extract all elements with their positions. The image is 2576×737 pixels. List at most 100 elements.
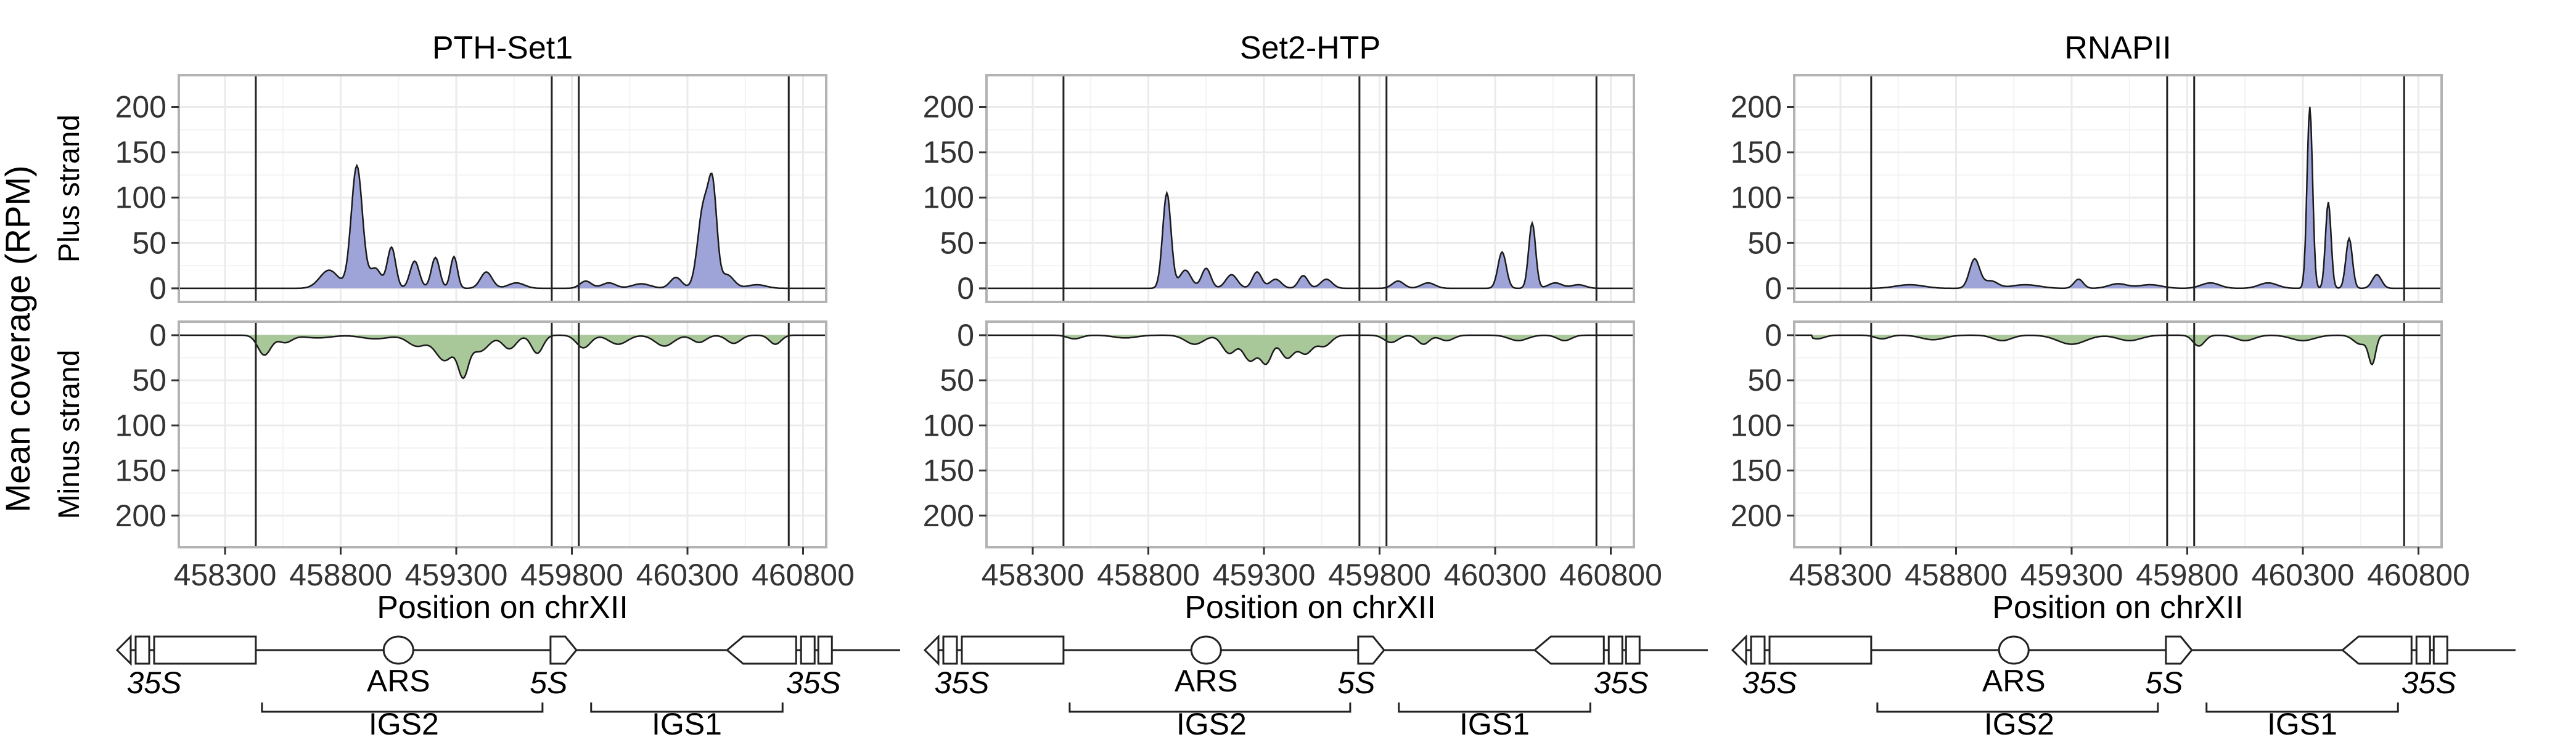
y-tick-label: 100 bbox=[923, 408, 974, 442]
minus-strand-panel: 0 50 100 150 200 bbox=[923, 318, 1635, 548]
ars-element bbox=[1998, 635, 2030, 665]
x-tick-label: 460800 bbox=[2367, 558, 2470, 592]
panel-background bbox=[987, 75, 1634, 302]
y-tick-label: 0 bbox=[1765, 318, 1782, 352]
rdna-35s-block bbox=[817, 635, 833, 665]
minus-coverage-area bbox=[1794, 335, 2442, 365]
y-tick-label: 50 bbox=[940, 226, 974, 260]
y-tick-label: 50 bbox=[132, 226, 166, 260]
x-tick-label: 460300 bbox=[1444, 558, 1547, 592]
y-tick-label: 200 bbox=[115, 499, 166, 533]
plus-coverage-line bbox=[987, 190, 1634, 290]
facets-group: PTH-Set1 0 50 100 150 200 Plus strand 0 50 100 150… bbox=[53, 30, 2470, 625]
label-igs2: IGS2 bbox=[1176, 707, 1247, 737]
ars-element bbox=[1190, 635, 1222, 665]
y-tick-label: 0 bbox=[149, 318, 166, 352]
y-tick-label: 200 bbox=[1731, 499, 1782, 533]
igs1-bracket bbox=[590, 702, 784, 713]
label-igs1: IGS1 bbox=[2267, 707, 2337, 737]
panel-background bbox=[1794, 75, 2442, 302]
facet-title: Set2-HTP bbox=[1240, 30, 1380, 66]
y-tick-label: 0 bbox=[957, 318, 974, 352]
minus-coverage-line bbox=[987, 334, 1634, 365]
x-tick-label: 460300 bbox=[636, 558, 739, 592]
label-5s: 5S bbox=[530, 666, 567, 700]
y-tick-label: 200 bbox=[1731, 90, 1782, 124]
y-tick-label: 50 bbox=[1747, 226, 1782, 260]
rdna-5s-gene bbox=[2165, 635, 2193, 665]
rdna-35s-arrow-right bbox=[1533, 635, 1605, 665]
rdna-35s-block bbox=[1625, 635, 1641, 665]
plus-strand-panel: 0 50 100 150 200 Plus strand bbox=[53, 74, 827, 306]
rdna-35s-block bbox=[800, 635, 816, 665]
rdna-5s-gene bbox=[1357, 635, 1385, 665]
plus-strand-panel: 0 50 100 150 200 bbox=[923, 74, 1635, 306]
panel-border bbox=[985, 320, 1635, 548]
label-35s-left: 35S bbox=[127, 666, 182, 700]
label-35s-left: 35S bbox=[935, 666, 990, 700]
label-igs1: IGS1 bbox=[652, 707, 722, 737]
y-tick-label: 150 bbox=[923, 135, 974, 169]
plus-coverage-line bbox=[1794, 107, 2442, 290]
label-35s-right: 35S bbox=[1594, 666, 1649, 700]
y-tick-label: 150 bbox=[1731, 454, 1782, 488]
label-ars: ARS bbox=[1175, 664, 1238, 698]
label-ars: ARS bbox=[1982, 664, 2046, 698]
igs1-bracket bbox=[1398, 702, 1591, 713]
igs2-bracket bbox=[1069, 702, 1352, 713]
y-tick-label: 150 bbox=[1731, 135, 1782, 169]
panel-border bbox=[1793, 320, 2443, 548]
x-tick-label: 460300 bbox=[2252, 558, 2355, 592]
x-tick-label: 458300 bbox=[1789, 558, 1892, 592]
y-tick-label: 100 bbox=[1731, 181, 1782, 215]
x-tick-label: 459300 bbox=[405, 558, 508, 592]
y-tick-label: 100 bbox=[115, 408, 166, 442]
y-tick-label: 100 bbox=[115, 181, 166, 215]
panel-background bbox=[987, 322, 1634, 547]
panel-background bbox=[179, 322, 826, 547]
ars-element bbox=[382, 635, 414, 665]
plus-coverage-line bbox=[179, 163, 826, 290]
x-tick-label: 459300 bbox=[2020, 558, 2123, 592]
rdna-35s-block bbox=[153, 635, 257, 665]
x-tick-label: 458800 bbox=[289, 558, 392, 592]
y-tick-label: 200 bbox=[923, 90, 974, 124]
rdna-35s-block bbox=[942, 635, 958, 665]
panel-border bbox=[178, 74, 827, 303]
y-tick-label: 100 bbox=[1731, 408, 1782, 442]
x-axis-title: Position on chrXII bbox=[377, 590, 628, 625]
panel-border bbox=[985, 74, 1635, 303]
x-tick-label: 459800 bbox=[1328, 558, 1431, 592]
gene-map-2: 35S ARS 5S 35S IGS2 IGS1 bbox=[1731, 634, 2516, 737]
panel-background bbox=[1794, 322, 2442, 547]
plus-coverage-area bbox=[1794, 107, 2442, 288]
x-tick-label: 459800 bbox=[2136, 558, 2239, 592]
x-tick-label: 460800 bbox=[1559, 558, 1662, 592]
y-axis-title: Mean coverage (RPM) bbox=[0, 165, 37, 512]
rdna-35s-arrow-right bbox=[2340, 635, 2413, 665]
y-tick-label: 200 bbox=[923, 499, 974, 533]
label-ars: ARS bbox=[367, 664, 430, 698]
y-tick-label: 50 bbox=[132, 363, 166, 397]
rdna-35s-arrow-left bbox=[115, 634, 132, 666]
label-igs1: IGS1 bbox=[1459, 707, 1530, 737]
igs2-bracket bbox=[1876, 702, 2159, 713]
minus-coverage-area bbox=[987, 335, 1634, 365]
rdna-35s-block bbox=[1607, 635, 1623, 665]
x-axis-title: Position on chrXII bbox=[1184, 590, 1436, 625]
y-tick-label: 0 bbox=[957, 271, 974, 306]
plus-strand-label: Plus strand bbox=[53, 115, 86, 263]
igs2-bracket bbox=[261, 702, 544, 713]
rdna-35s-arrow-right bbox=[725, 635, 797, 665]
label-35s-right: 35S bbox=[786, 666, 841, 700]
x-tick-label: 459800 bbox=[520, 558, 623, 592]
gene-map-1: 35S ARS 5S 35S IGS2 IGS1 bbox=[923, 634, 1708, 737]
y-tick-label: 0 bbox=[149, 271, 166, 306]
plus-strand-panel: 0 50 100 150 200 bbox=[1731, 74, 2443, 306]
rdna-35s-block bbox=[2415, 635, 2431, 665]
label-35s-right: 35S bbox=[2402, 666, 2456, 700]
